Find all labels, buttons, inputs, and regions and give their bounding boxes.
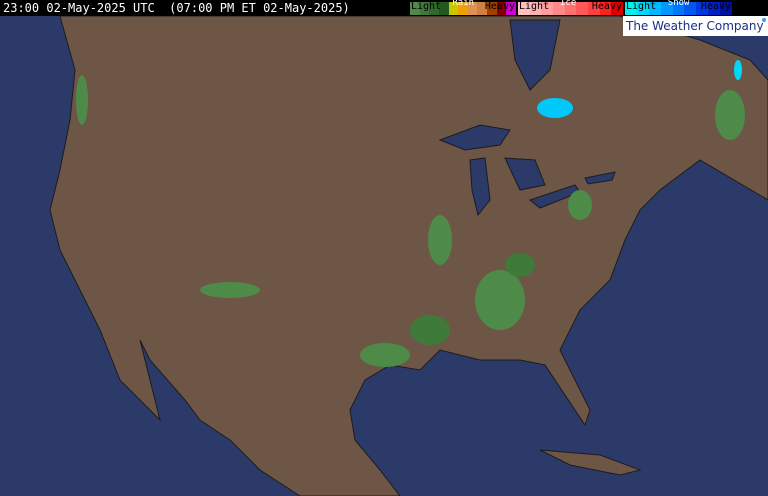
snow-swatch xyxy=(720,2,733,15)
rain-swatch xyxy=(410,2,420,15)
rain-echo xyxy=(428,215,452,265)
ice-swatch xyxy=(599,2,612,15)
rain-echo xyxy=(568,190,592,220)
snow-swatch xyxy=(648,2,661,15)
snow-title: Snow xyxy=(667,0,690,8)
rain-echo xyxy=(505,253,535,277)
timestamp: 23:00 02-May-2025 UTC (07:00 PM ET 02-Ma… xyxy=(3,1,350,15)
snow-light-label: Light xyxy=(626,1,657,12)
brand-dot-icon xyxy=(762,18,766,22)
ice-swatch xyxy=(529,2,542,15)
ice-swatch xyxy=(576,2,589,15)
rain-echo xyxy=(410,315,450,345)
cuba xyxy=(539,449,642,476)
rain-legend: Light Heavy Rain xyxy=(410,0,517,15)
snow-legend: Light Heavy Snow xyxy=(625,0,733,15)
top-bar: 23:00 02-May-2025 UTC (07:00 PM ET 02-Ma… xyxy=(0,0,768,16)
rain-swatch xyxy=(477,2,488,15)
north-america-landmass xyxy=(49,15,768,496)
ice-swatch xyxy=(611,2,624,15)
snow-swatch xyxy=(660,2,673,15)
snow-swatch xyxy=(625,2,637,15)
lake-superior xyxy=(438,124,511,151)
snow-swatch xyxy=(708,2,721,15)
rain-title: Rain xyxy=(452,0,475,8)
radar-echoes xyxy=(76,60,745,367)
hudson-bay-area xyxy=(509,19,561,91)
weather-company-logo: The Weather Company xyxy=(623,16,768,36)
snow-swatch xyxy=(696,2,709,15)
rain-swatch xyxy=(496,2,507,15)
snow-echo xyxy=(734,60,742,80)
rain-swatch xyxy=(429,2,439,15)
rain-echo xyxy=(475,270,525,330)
brand-name: The Weather Company xyxy=(626,19,764,33)
ice-swatch xyxy=(518,2,530,15)
lake-huron xyxy=(504,157,546,191)
snow-heavy-label: Heavy xyxy=(700,1,731,12)
ice-swatch xyxy=(553,2,565,15)
rain-echo xyxy=(715,90,745,140)
rain-swatch xyxy=(487,2,497,15)
rain-echo xyxy=(76,75,88,125)
rain-swatch xyxy=(419,2,430,15)
rain-swatch xyxy=(506,2,517,15)
snow-swatch xyxy=(684,2,697,15)
lake-ontario xyxy=(584,171,616,185)
rain-light-label: Light xyxy=(411,1,442,12)
ice-heavy-label: Heavy xyxy=(591,1,622,12)
rain-swatch xyxy=(448,2,459,15)
ice-light-label: Light xyxy=(519,1,550,12)
great-lakes xyxy=(438,19,616,217)
lake-michigan xyxy=(469,157,491,217)
ice-swatch xyxy=(588,2,600,15)
rain-swatch xyxy=(458,2,468,15)
rain-swatch xyxy=(467,2,478,15)
rain-heavy-label: Heavy xyxy=(484,1,515,12)
ice-swatch xyxy=(541,2,554,15)
snow-swatch xyxy=(636,2,649,15)
ice-title: Ice xyxy=(560,0,577,8)
land xyxy=(49,15,768,496)
snow-echo xyxy=(537,98,573,118)
rain-echo xyxy=(200,282,260,298)
ice-legend: Light Heavy Ice xyxy=(518,0,624,15)
rain-swatch xyxy=(438,2,449,15)
rain-echo xyxy=(360,343,410,367)
snow-swatch xyxy=(672,2,685,15)
ice-swatch xyxy=(564,2,577,15)
